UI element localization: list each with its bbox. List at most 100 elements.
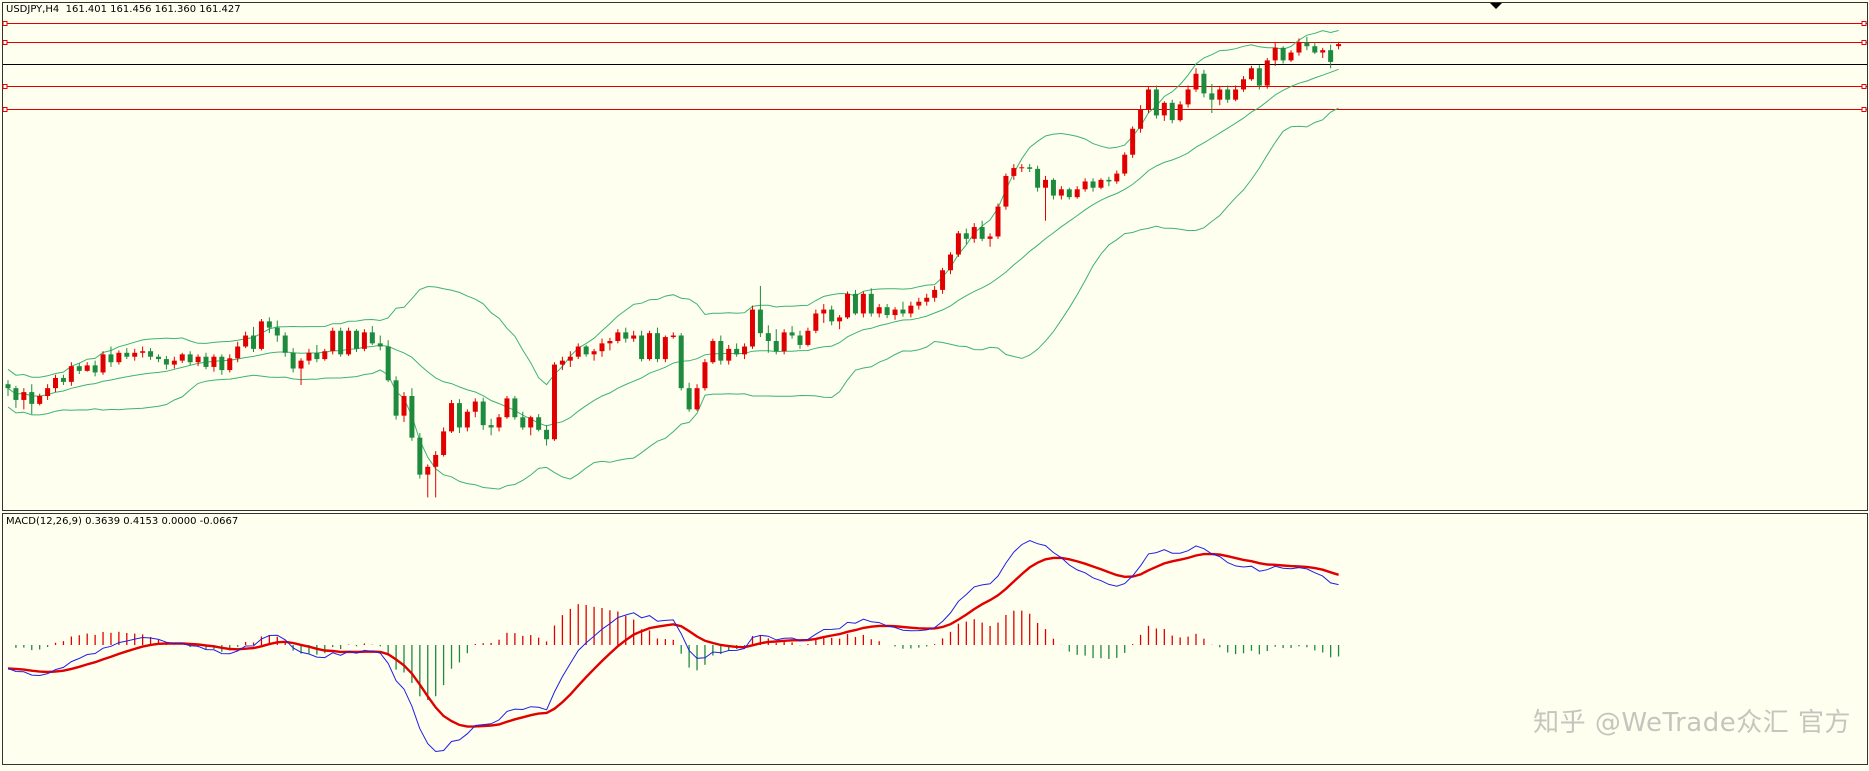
candle-body — [13, 388, 19, 400]
candle-body — [124, 352, 130, 357]
candle-body — [647, 333, 653, 360]
candle-body — [694, 388, 700, 410]
macd-signal-line — [7, 552, 1339, 728]
candle-body — [258, 321, 264, 349]
candle-body — [749, 309, 755, 347]
candle-body — [1043, 179, 1049, 188]
candle-body — [1280, 47, 1286, 61]
candle-body — [631, 335, 637, 339]
candle-body — [757, 309, 763, 334]
candle-body — [1138, 109, 1144, 129]
candle-body — [1225, 89, 1231, 100]
candle-body — [1169, 102, 1175, 121]
macd-main-line — [7, 539, 1339, 753]
bollinger-upper — [7, 30, 1339, 386]
chart-shift-marker[interactable] — [1490, 3, 1502, 9]
candle-body — [330, 330, 336, 352]
horizontal-lines[interactable] — [2, 21, 1867, 112]
candle-body — [892, 309, 898, 316]
candle-body — [227, 358, 233, 371]
bollinger-bands — [7, 30, 1339, 490]
candle-body — [441, 431, 447, 455]
candle-body — [401, 396, 407, 416]
candle-body — [353, 330, 359, 349]
level-handle-left — [2, 84, 8, 89]
candle-body — [876, 307, 882, 314]
candle-body — [116, 352, 122, 363]
candle-body — [148, 351, 154, 357]
candle-body — [821, 309, 827, 314]
candle-body — [1050, 179, 1056, 196]
candle-body — [179, 354, 185, 361]
candle-body — [472, 401, 478, 412]
candle-body — [100, 354, 106, 373]
candle-body — [132, 352, 138, 357]
candle-body — [868, 293, 874, 314]
candle-body — [163, 359, 169, 365]
candle-body — [710, 341, 716, 363]
candle-body — [583, 346, 589, 355]
level-handle-right — [1861, 40, 1867, 45]
candle-body — [1288, 52, 1294, 61]
candle-body — [670, 335, 676, 338]
candle-body — [68, 366, 74, 382]
candle-body — [1106, 179, 1112, 182]
candle-body — [45, 388, 51, 397]
candle-body — [425, 466, 431, 475]
candle-body — [29, 392, 35, 404]
candle-body — [971, 227, 977, 239]
level-handle-right — [1861, 21, 1867, 26]
candle-body — [203, 356, 209, 367]
candle-body — [536, 417, 542, 430]
candle-body — [845, 293, 851, 318]
candle-body — [235, 346, 241, 359]
candle-body — [417, 437, 423, 475]
candle-body — [1272, 47, 1278, 61]
watermark-text: 知乎 @WeTrade众汇 官方 — [1533, 708, 1851, 738]
candle-body — [773, 341, 779, 352]
level-handle-left — [2, 21, 8, 26]
candle-body — [520, 417, 526, 428]
level-handle-right — [1861, 84, 1867, 89]
candle-body — [1201, 73, 1207, 94]
candle-body — [393, 380, 399, 416]
candle-body — [1264, 60, 1270, 86]
candle-body — [599, 343, 605, 352]
level-handle-left — [2, 107, 8, 112]
candle-body — [1003, 175, 1009, 207]
candles — [5, 36, 1342, 498]
candle-body — [559, 360, 565, 365]
candle-body — [211, 356, 217, 367]
candle-body — [916, 301, 922, 306]
candle-body — [338, 330, 344, 355]
candle-body — [1312, 46, 1318, 53]
candle-body — [1217, 89, 1223, 100]
candle-body — [1185, 89, 1191, 105]
symbol-header: USDJPY,H4 161.401 161.456 161.360 161.42… — [6, 4, 241, 15]
candle-body — [718, 341, 724, 361]
candle-body — [346, 330, 352, 355]
candle-body — [591, 351, 597, 355]
candle-body — [742, 346, 748, 355]
candle-body — [37, 396, 43, 404]
candle-body — [1177, 104, 1183, 121]
candle-body — [932, 289, 938, 298]
candle-body — [1256, 68, 1262, 86]
level-handle-left — [2, 40, 8, 45]
candle-body — [995, 206, 1001, 237]
candle-body — [1019, 167, 1025, 169]
candle-body — [314, 352, 320, 360]
candle-body — [1082, 181, 1088, 190]
candle-body — [797, 335, 803, 345]
candle-body — [1241, 79, 1247, 90]
candle-body — [108, 354, 114, 363]
candle-body — [195, 356, 201, 363]
candle-body — [1209, 93, 1215, 100]
candle-body — [155, 356, 161, 360]
candle-body — [1320, 50, 1326, 53]
candle-body — [607, 341, 613, 344]
candle-body — [1066, 189, 1072, 198]
candle-body — [615, 332, 621, 341]
